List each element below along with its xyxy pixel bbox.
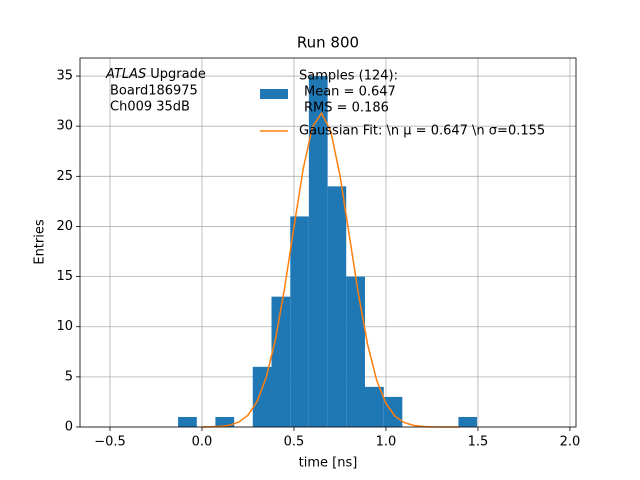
x-axis-label: time [ns] [299,456,358,471]
bar [290,216,309,427]
bar [252,366,272,427]
x-tick-label: 0.0 [192,435,213,450]
legend-swatch [260,89,288,99]
annotation: ATLAS Upgrade [105,67,206,82]
legend-label: Samples (124): [299,69,398,84]
y-tick-label: 15 [56,269,73,284]
annotation-line: Ch009 35dB [110,100,190,115]
bar [383,396,403,427]
bar [308,76,328,427]
bar [178,416,197,427]
y-tick-label: 20 [56,219,73,234]
chart-title: Run 800 [297,34,359,52]
fit-line [201,111,460,428]
annotation-emphasis: ATLAS [105,67,146,82]
bar [215,416,235,427]
annotation-line: Board186975 [110,84,198,99]
y-tick-label: 10 [56,319,73,334]
annotation-text: Upgrade [150,67,206,82]
y-tick-label: 25 [56,169,73,184]
plot-frame [79,57,577,428]
y-tick-label: 30 [56,119,73,134]
bar [364,386,384,427]
x-tick-label: 2.0 [560,435,581,450]
legend-label: Gaussian Fit: \n μ = 0.647 \n σ=0.155 [299,124,545,139]
legend-label: RMS = 0.186 [304,101,389,116]
bar [458,416,478,427]
bar [346,276,365,427]
x-tick-label: −0.5 [94,435,126,450]
y-axis-label: Entries [33,219,48,265]
x-tick-label: 0.5 [284,435,305,450]
y-tick-label: 0 [65,420,73,435]
legend-label: Mean = 0.647 [304,85,396,100]
x-tick-label: 1.0 [376,435,397,450]
bar [271,296,291,427]
y-tick-label: 5 [65,369,73,384]
y-tick-label: 35 [56,69,73,84]
bar [327,186,347,427]
x-tick-label: 1.5 [468,435,489,450]
